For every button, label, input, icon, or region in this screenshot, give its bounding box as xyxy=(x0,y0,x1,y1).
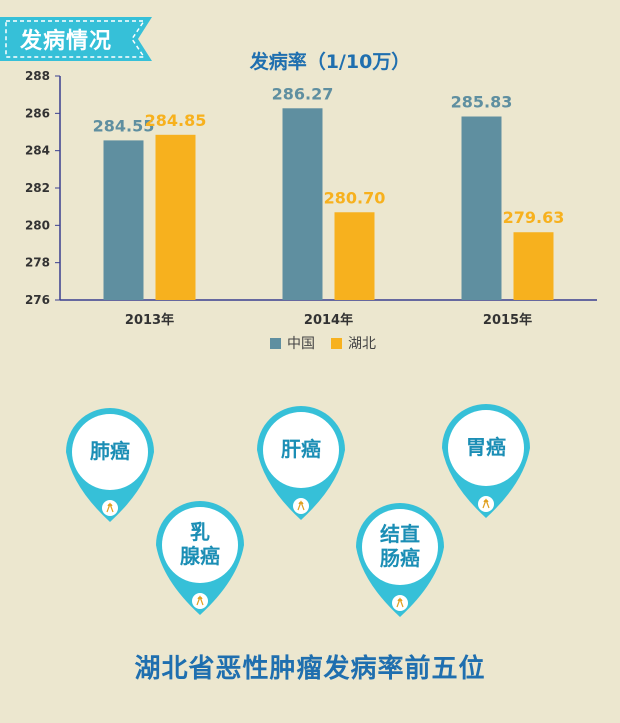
ribbon-icon xyxy=(297,500,305,511)
section-banner: 发病情况 xyxy=(0,17,152,61)
pin-label: 乳 腺癌 xyxy=(180,520,220,568)
y-tick-label: 276 xyxy=(25,293,50,307)
bar-china xyxy=(461,116,502,300)
pin-marker xyxy=(442,404,530,518)
bar-hubei xyxy=(155,134,196,300)
data-label: 284.55 xyxy=(93,116,155,135)
legend-swatch-china xyxy=(270,337,281,349)
legend-item-hubei: 湖北 xyxy=(331,333,376,353)
bar-china xyxy=(282,108,323,300)
cancer-pin: 肺癌 xyxy=(50,392,170,542)
pin-label: 结直 肠癌 xyxy=(380,522,420,570)
cancer-pin: 肝癌 xyxy=(241,390,361,540)
legend-label-china: 中国 xyxy=(287,336,315,352)
x-tick-label: 2013年 xyxy=(125,312,174,328)
y-tick-label: 286 xyxy=(25,106,50,120)
pin-marker xyxy=(66,408,154,522)
banner-shape xyxy=(0,17,152,61)
pin-marker xyxy=(356,503,444,617)
legend-item-china: 中国 xyxy=(270,333,315,353)
pin-marker xyxy=(156,501,244,615)
pin-label: 肺癌 xyxy=(90,439,130,463)
legend-label-hubei: 湖北 xyxy=(348,336,376,352)
ribbon-icon xyxy=(482,498,490,509)
banner-label: 发病情况 xyxy=(20,29,113,54)
cancer-pin: 胃癌 xyxy=(426,388,546,538)
pin-marker xyxy=(257,406,345,520)
y-tick-label: 278 xyxy=(25,256,50,270)
cancer-pin: 乳 腺癌 xyxy=(140,485,260,635)
x-tick-label: 2015年 xyxy=(483,312,532,328)
ribbon-icon xyxy=(396,597,404,608)
cancer-pin: 结直 肠癌 xyxy=(340,487,460,637)
data-label: 280.70 xyxy=(324,188,386,207)
y-tick-label: 280 xyxy=(25,218,50,232)
data-label: 285.83 xyxy=(451,93,513,112)
ribbon-icon xyxy=(196,595,204,606)
footer-title: 湖北省恶性肿瘤发病率前五位 xyxy=(134,654,486,684)
legend-swatch-hubei xyxy=(331,337,342,349)
data-label: 284.85 xyxy=(145,111,207,130)
bar-hubei xyxy=(513,232,554,300)
y-tick-label: 284 xyxy=(25,144,50,158)
x-tick-label: 2014年 xyxy=(304,312,353,328)
bar-china xyxy=(103,140,144,300)
bar-hubei xyxy=(334,212,375,300)
pin-label: 肝癌 xyxy=(281,437,321,461)
y-tick-label: 282 xyxy=(25,181,50,195)
chart-title: 发病率（1/10万） xyxy=(249,51,411,73)
data-label: 286.27 xyxy=(272,84,334,103)
pin-label: 胃癌 xyxy=(466,435,506,459)
data-label: 279.63 xyxy=(503,208,565,227)
ribbon-icon xyxy=(106,502,114,513)
y-tick-label: 288 xyxy=(25,69,50,83)
legend: 中国 湖北 xyxy=(270,333,376,353)
